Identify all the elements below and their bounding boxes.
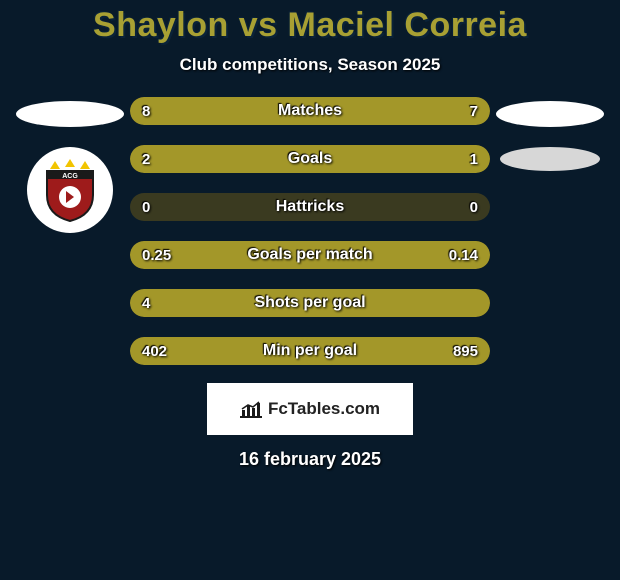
stat-fill-left (130, 97, 321, 125)
player-left-placeholder (16, 101, 124, 127)
chart-icon (240, 400, 262, 418)
stat-bar: 4Shots per goal (130, 289, 490, 317)
stat-fill-right (371, 145, 490, 173)
shield-icon: ACG (35, 155, 105, 225)
stat-bar: 87Matches (130, 97, 490, 125)
right-player-column (490, 97, 610, 171)
stat-value-right: 0 (470, 193, 478, 221)
stat-fill-right (321, 97, 490, 125)
brand-text: FcTables.com (268, 399, 380, 419)
stat-bar: 21Goals (130, 145, 490, 173)
svg-text:ACG: ACG (62, 173, 78, 180)
stat-bar: 0 0Hattricks (130, 193, 490, 221)
stat-fill-left (130, 289, 490, 317)
stat-fill-right (242, 337, 490, 365)
player-right-secondary-placeholder (500, 147, 600, 171)
brand-footer: FcTables.com (207, 383, 413, 435)
subtitle: Club competitions, Season 2025 (180, 55, 441, 75)
team-crest-left: ACG (27, 147, 113, 233)
left-player-column: ACG (10, 97, 130, 233)
stat-fill-left (130, 337, 242, 365)
comparison-card: Shaylon vs Maciel Correia Club competiti… (0, 0, 620, 580)
stat-bar: 0.250.14Goals per match (130, 241, 490, 269)
stat-fill-left (130, 145, 371, 173)
stat-fill-left (130, 241, 360, 269)
stat-bars: 87Matches 21Goals 0 0Hattricks 0.250.14Goals… (130, 97, 490, 365)
page-title: Shaylon vs Maciel Correia (93, 6, 527, 45)
main-row: ACG 87Matches 21Goals 0 0Hattricks 0.250.14G… (0, 97, 620, 365)
stat-label: Hattricks (130, 193, 490, 221)
stat-bar: 402895Min per goal (130, 337, 490, 365)
stat-value-left: 0 (142, 193, 150, 221)
date-label: 16 february 2025 (239, 449, 381, 470)
stat-fill-right (360, 241, 490, 269)
player-right-placeholder (496, 101, 604, 127)
